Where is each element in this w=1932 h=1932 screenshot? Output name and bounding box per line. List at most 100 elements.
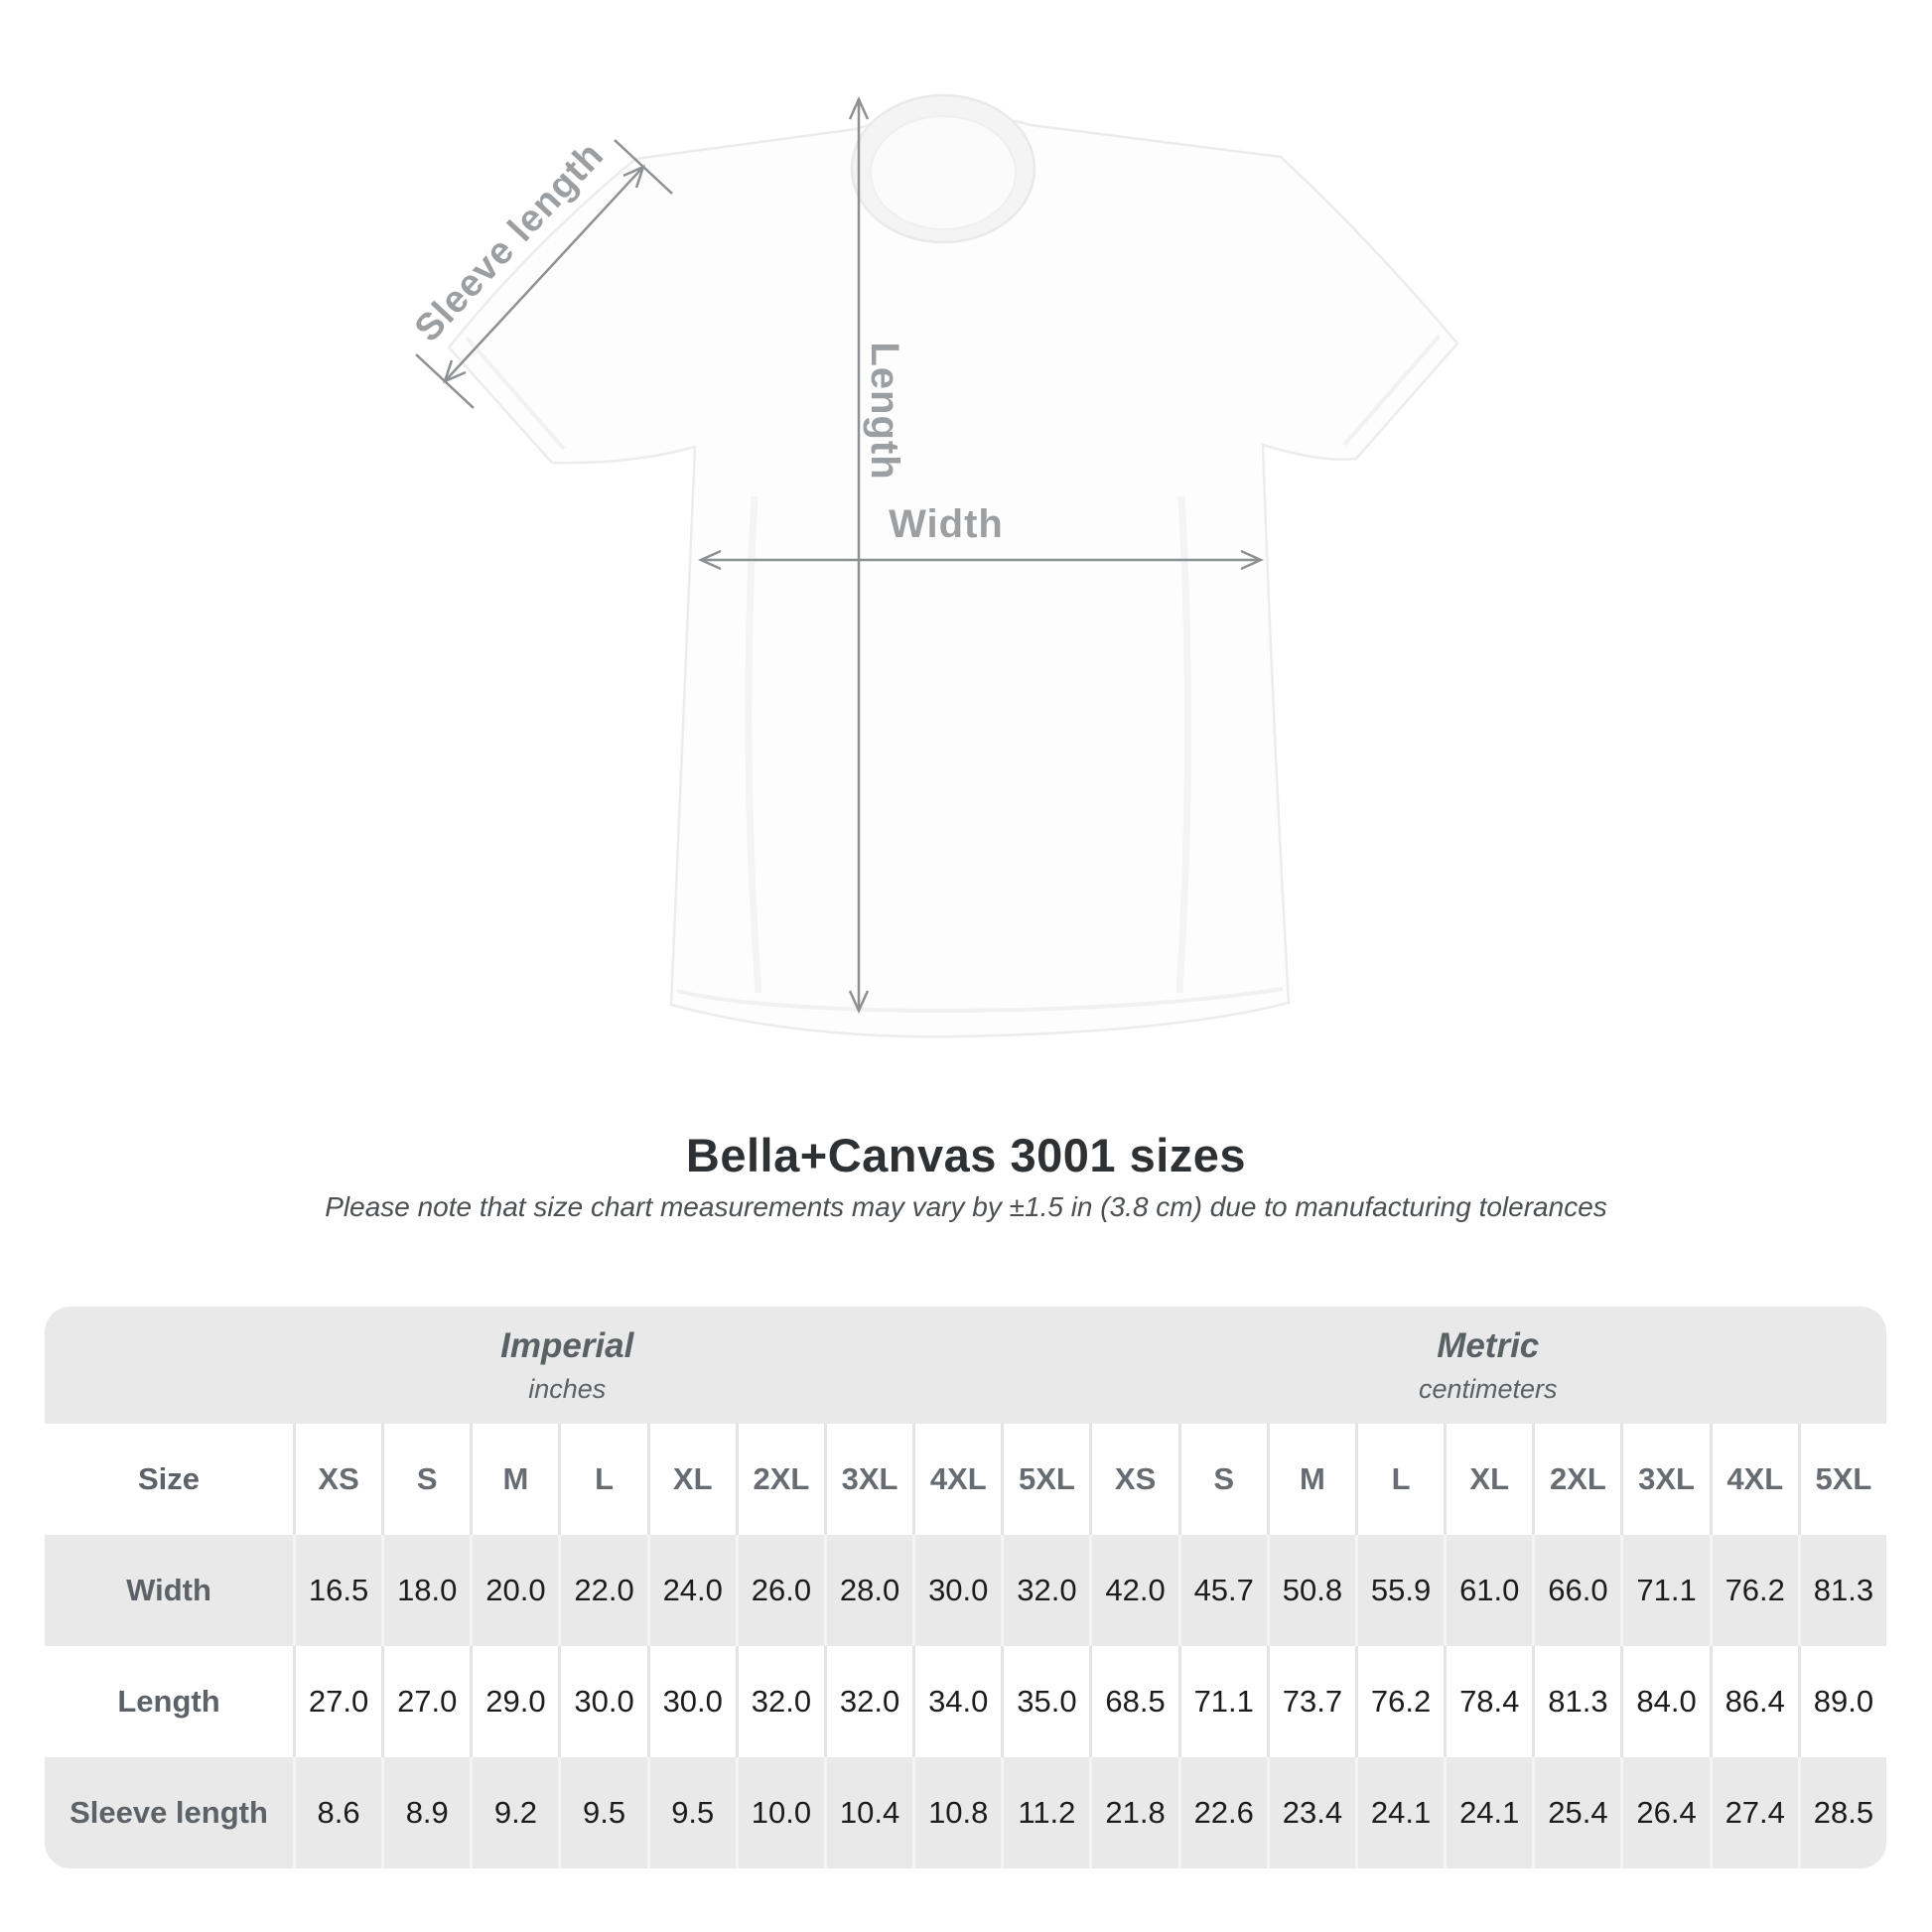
length-imperial-l: 30.0	[558, 1646, 647, 1757]
length-metric-xs: 68.5	[1089, 1646, 1178, 1757]
length-metric-4xl: 86.4	[1709, 1646, 1798, 1757]
unit-group-label: Metric	[1437, 1325, 1540, 1365]
length-imperial-m: 29.0	[470, 1646, 559, 1757]
length-imperial-xl: 30.0	[646, 1646, 736, 1757]
length-imperial-s: 27.0	[381, 1646, 471, 1757]
unit-group-sublabel: inches	[528, 1373, 607, 1404]
size-col-imperial-2xl: 2XL	[735, 1424, 824, 1535]
width-imperial-4xl: 30.0	[912, 1535, 1002, 1646]
sleeve-metric-4xl: 27.4	[1709, 1757, 1798, 1868]
sleeve-metric-5xl: 28.5	[1797, 1757, 1886, 1868]
size-col-imperial-l: L	[558, 1424, 647, 1535]
width-imperial-2xl: 26.0	[735, 1535, 824, 1646]
page-title: Bella+Canvas 3001 sizes	[685, 1129, 1247, 1181]
sleeve-metric-xs: 21.8	[1089, 1757, 1178, 1868]
size-col-imperial-xs: XS	[293, 1424, 382, 1535]
sleeve-imperial-l: 9.5	[558, 1757, 647, 1868]
unit-group-label: Imperial	[500, 1325, 634, 1365]
width-metric-xs: 42.0	[1089, 1535, 1178, 1646]
length-imperial-3xl: 32.0	[823, 1646, 913, 1757]
size-col-imperial-3xl: 3XL	[823, 1424, 913, 1535]
width-metric-m: 50.8	[1266, 1535, 1355, 1646]
sleeve-imperial-m: 9.2	[470, 1757, 559, 1868]
length-metric-m: 73.7	[1266, 1646, 1355, 1757]
length-imperial-2xl: 32.0	[735, 1646, 824, 1757]
length-metric-2xl: 81.3	[1532, 1646, 1621, 1757]
length-label: Length	[863, 342, 906, 480]
width-metric-3xl: 71.1	[1620, 1535, 1710, 1646]
size-col-imperial-s: S	[381, 1424, 471, 1535]
fabric-crease-left	[745, 495, 762, 994]
size-col-metric-xs: XS	[1089, 1424, 1178, 1535]
fabric-crease-right	[1175, 495, 1192, 994]
width-metric-s: 45.7	[1177, 1535, 1267, 1646]
size-col-metric-2xl: 2XL	[1532, 1424, 1621, 1535]
size-col-imperial-m: M	[470, 1424, 559, 1535]
width-metric-2xl: 66.0	[1532, 1535, 1621, 1646]
width-label: Width	[889, 502, 1004, 546]
tshirt-illustration: Sleeve length Length Width	[407, 93, 1459, 1038]
sleeve-metric-xl: 24.1	[1444, 1757, 1533, 1868]
sleeve-imperial-5xl: 11.2	[1001, 1757, 1090, 1868]
width-metric-4xl: 76.2	[1709, 1535, 1798, 1646]
sleeve-imperial-4xl: 10.8	[912, 1757, 1002, 1868]
width-metric-5xl: 81.3	[1797, 1535, 1886, 1646]
length-metric-xl: 78.4	[1444, 1646, 1533, 1757]
size-col-metric-xl: XL	[1444, 1424, 1533, 1535]
sleeve-metric-l: 24.1	[1354, 1757, 1445, 1868]
size-chart-table: Imperial inches Metric centimeters Size …	[45, 1307, 1886, 1868]
width-imperial-xs: 16.5	[293, 1535, 382, 1646]
width-metric-xl: 61.0	[1444, 1535, 1533, 1646]
tolerance-note: Please note that size chart measurements…	[325, 1191, 1607, 1222]
width-imperial-s: 18.0	[381, 1535, 471, 1646]
width-imperial-5xl: 32.0	[1001, 1535, 1090, 1646]
length-metric-l: 76.2	[1354, 1646, 1445, 1757]
dimension-lines	[415, 95, 1265, 1015]
sleeve-imperial-3xl: 10.4	[823, 1757, 913, 1868]
size-col-imperial-4xl: 4XL	[912, 1424, 1002, 1535]
sleeve-metric-m: 23.4	[1266, 1757, 1355, 1868]
size-col-imperial-5xl: 5XL	[1001, 1424, 1090, 1535]
size-col-metric-s: S	[1177, 1424, 1267, 1535]
length-metric-3xl: 84.0	[1620, 1646, 1710, 1757]
size-col-metric-m: M	[1266, 1424, 1355, 1535]
collar-opening	[870, 115, 1017, 230]
width-imperial-xl: 24.0	[646, 1535, 736, 1646]
length-metric-5xl: 89.0	[1797, 1646, 1886, 1757]
tshirt-body	[447, 111, 1459, 1038]
row-label-sleeve-length: Sleeve length	[45, 1757, 293, 1868]
sleeve-imperial-xl: 9.5	[646, 1757, 736, 1868]
width-metric-l: 55.9	[1354, 1535, 1445, 1646]
row-label-length: Length	[45, 1646, 293, 1757]
sleeve-imperial-2xl: 10.0	[735, 1757, 824, 1868]
sleeve-imperial-s: 8.9	[381, 1757, 471, 1868]
width-arrow-left	[697, 549, 722, 571]
size-col-metric-4xl: 4XL	[1709, 1424, 1798, 1535]
length-imperial-4xl: 34.0	[912, 1646, 1002, 1757]
unit-group-sublabel: centimeters	[1418, 1373, 1558, 1404]
size-col-metric-l: L	[1354, 1424, 1445, 1535]
bottom-hem-stitch	[676, 987, 1284, 1013]
size-col-imperial-xl: XL	[646, 1424, 736, 1535]
length-imperial-5xl: 35.0	[1001, 1646, 1090, 1757]
sleeve-metric-s: 22.6	[1177, 1757, 1267, 1868]
unit-group-imperial: Imperial inches	[45, 1307, 1090, 1424]
sleeve-tick-lower	[415, 353, 475, 409]
unit-group-metric: Metric centimeters	[1089, 1307, 1886, 1424]
tshirt-measurement-diagram: Sleeve length Length Width	[407, 93, 1459, 1038]
sleeve-tick-upper	[614, 139, 673, 195]
row-label-width: Width	[45, 1535, 293, 1646]
length-arrow-bottom	[848, 990, 870, 1015]
sleeve-imperial-xs: 8.6	[293, 1757, 382, 1868]
sleeve-dimension-line	[444, 166, 644, 382]
length-imperial-xs: 27.0	[293, 1646, 382, 1757]
length-metric-s: 71.1	[1177, 1646, 1267, 1757]
size-col-metric-5xl: 5XL	[1797, 1424, 1886, 1535]
sleeve-metric-3xl: 26.4	[1620, 1757, 1710, 1868]
size-col-metric-3xl: 3XL	[1620, 1424, 1710, 1535]
width-imperial-3xl: 28.0	[823, 1535, 913, 1646]
sleeve-metric-2xl: 25.4	[1532, 1757, 1621, 1868]
sleeve-hem-left	[465, 336, 566, 451]
width-imperial-l: 22.0	[558, 1535, 647, 1646]
